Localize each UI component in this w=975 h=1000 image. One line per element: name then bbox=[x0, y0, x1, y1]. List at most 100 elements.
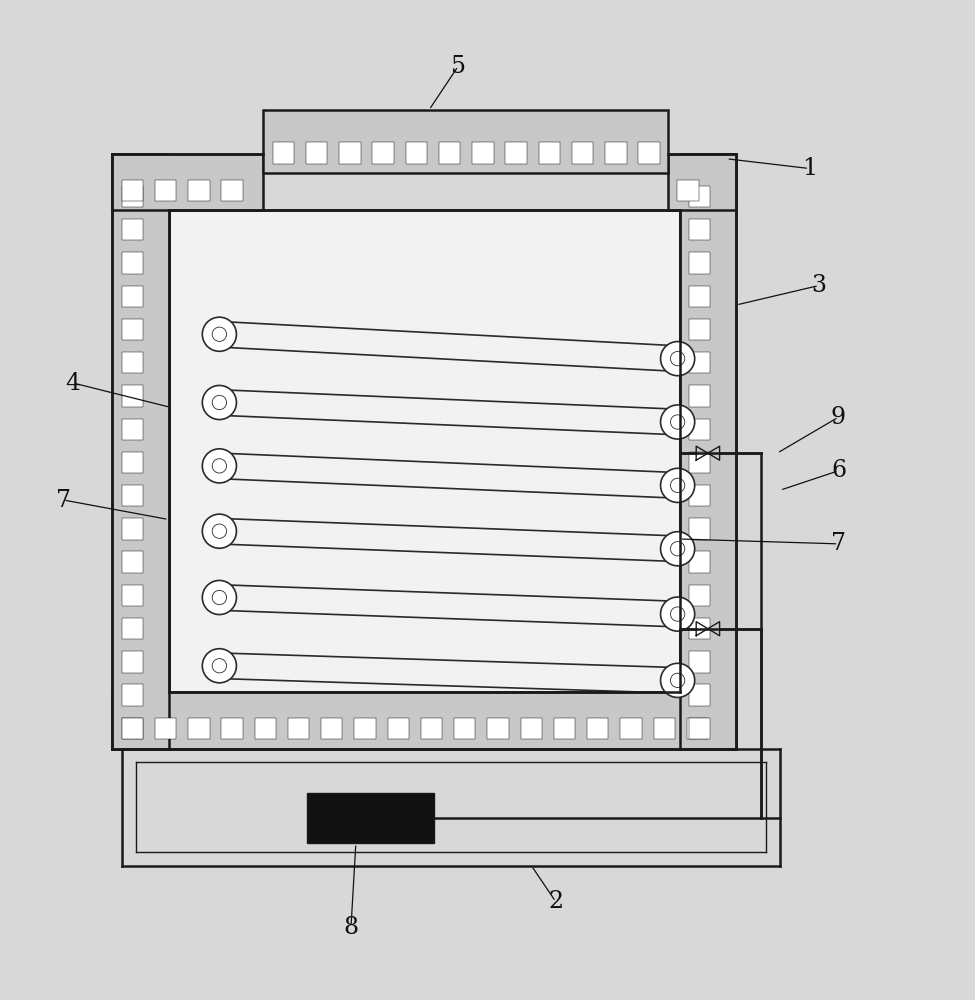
Bar bbox=[680, 154, 736, 749]
Bar bbox=[306, 142, 328, 164]
Bar bbox=[122, 252, 143, 274]
Text: 1: 1 bbox=[801, 157, 817, 180]
Bar bbox=[122, 186, 143, 207]
Circle shape bbox=[213, 395, 226, 410]
Bar bbox=[505, 142, 526, 164]
Bar bbox=[122, 319, 143, 340]
Bar bbox=[689, 452, 711, 473]
Bar bbox=[587, 718, 608, 739]
Bar bbox=[122, 180, 143, 201]
Bar bbox=[639, 142, 660, 164]
Circle shape bbox=[203, 514, 236, 548]
Bar bbox=[122, 585, 143, 606]
Circle shape bbox=[213, 327, 226, 341]
Circle shape bbox=[203, 649, 236, 683]
Bar bbox=[188, 180, 210, 201]
Bar bbox=[169, 210, 680, 692]
Bar bbox=[221, 718, 243, 739]
Bar bbox=[155, 718, 176, 739]
Circle shape bbox=[661, 468, 694, 502]
Bar bbox=[689, 585, 711, 606]
Bar bbox=[689, 219, 711, 240]
Bar bbox=[406, 142, 427, 164]
Circle shape bbox=[203, 449, 236, 483]
Bar bbox=[439, 142, 460, 164]
Text: 4: 4 bbox=[65, 371, 81, 394]
Bar bbox=[122, 219, 143, 240]
Bar bbox=[689, 518, 711, 540]
Bar bbox=[689, 252, 711, 274]
Circle shape bbox=[671, 351, 684, 366]
Text: 9: 9 bbox=[831, 406, 846, 429]
Bar bbox=[112, 154, 169, 749]
Bar bbox=[689, 286, 711, 307]
Bar bbox=[122, 718, 143, 739]
Bar bbox=[122, 385, 143, 407]
Bar bbox=[122, 651, 143, 673]
Bar bbox=[689, 651, 711, 673]
Circle shape bbox=[661, 405, 694, 439]
Bar bbox=[387, 718, 409, 739]
Bar bbox=[620, 718, 642, 739]
Circle shape bbox=[661, 597, 694, 631]
Bar bbox=[472, 142, 493, 164]
Bar bbox=[321, 718, 342, 739]
Text: 7: 7 bbox=[831, 532, 846, 555]
Bar bbox=[689, 618, 711, 639]
Bar bbox=[122, 452, 143, 473]
Circle shape bbox=[671, 478, 684, 493]
Bar bbox=[122, 419, 143, 440]
Bar bbox=[122, 485, 143, 506]
Bar bbox=[122, 684, 143, 706]
Bar bbox=[263, 110, 668, 173]
Bar bbox=[339, 142, 361, 164]
Bar bbox=[488, 718, 509, 739]
Circle shape bbox=[661, 532, 694, 566]
Bar bbox=[288, 718, 309, 739]
Bar bbox=[254, 718, 276, 739]
Bar bbox=[122, 518, 143, 540]
Bar bbox=[221, 180, 243, 201]
Bar bbox=[668, 154, 736, 210]
Circle shape bbox=[213, 459, 226, 473]
Bar bbox=[155, 180, 176, 201]
Bar bbox=[454, 718, 476, 739]
Circle shape bbox=[213, 659, 226, 673]
Bar bbox=[689, 718, 711, 739]
Bar bbox=[188, 718, 210, 739]
Text: 5: 5 bbox=[450, 55, 466, 78]
Circle shape bbox=[203, 385, 236, 420]
Bar bbox=[689, 352, 711, 373]
Bar bbox=[689, 419, 711, 440]
Bar bbox=[686, 718, 708, 739]
Bar bbox=[689, 684, 711, 706]
Bar bbox=[421, 718, 443, 739]
Bar bbox=[689, 385, 711, 407]
Circle shape bbox=[671, 415, 684, 429]
Circle shape bbox=[203, 317, 236, 351]
Bar bbox=[372, 142, 394, 164]
Circle shape bbox=[671, 542, 684, 556]
Bar bbox=[122, 551, 143, 573]
Bar bbox=[521, 718, 542, 739]
Bar bbox=[354, 718, 375, 739]
Bar bbox=[689, 485, 711, 506]
Bar bbox=[689, 186, 711, 207]
Bar bbox=[538, 142, 560, 164]
Bar bbox=[689, 551, 711, 573]
Bar bbox=[273, 142, 294, 164]
Bar bbox=[122, 618, 143, 639]
Bar bbox=[307, 793, 434, 843]
Text: 8: 8 bbox=[343, 916, 359, 939]
Circle shape bbox=[671, 673, 684, 688]
Bar bbox=[122, 286, 143, 307]
Circle shape bbox=[671, 607, 684, 621]
Bar bbox=[122, 352, 143, 373]
Bar bbox=[572, 142, 594, 164]
Bar bbox=[122, 718, 143, 739]
Circle shape bbox=[213, 524, 226, 538]
Text: 3: 3 bbox=[811, 274, 827, 297]
Bar bbox=[112, 154, 263, 210]
Bar bbox=[112, 692, 736, 749]
Text: 2: 2 bbox=[548, 890, 564, 913]
